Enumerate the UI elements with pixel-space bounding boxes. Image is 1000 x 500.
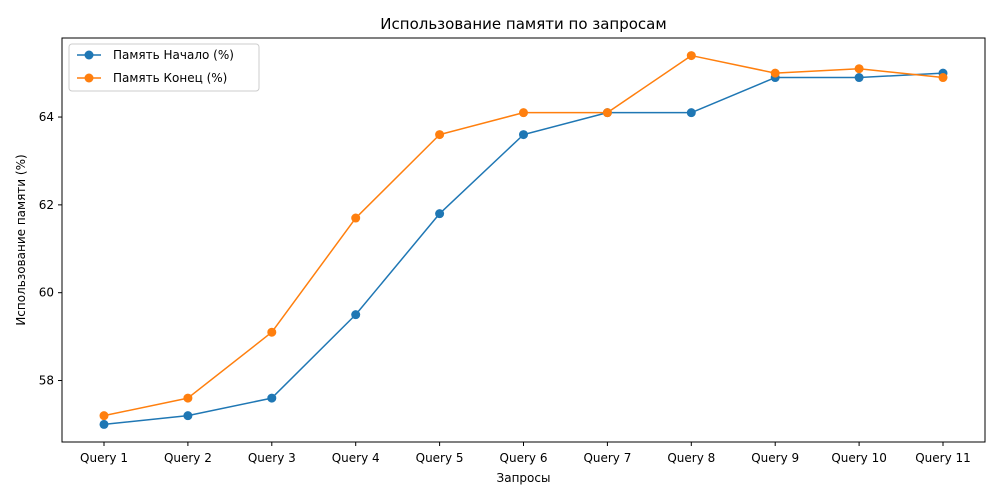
data-point (854, 64, 864, 74)
data-point (686, 51, 696, 61)
x-tick-label: Query 1 (80, 451, 128, 465)
x-tick-label: Query 4 (332, 451, 380, 465)
data-point (602, 108, 612, 118)
x-tick-label: Query 7 (583, 451, 631, 465)
series-layer (99, 51, 948, 429)
x-tick-label: Query 5 (416, 451, 464, 465)
x-axis: Query 1 Query 2 Query 3 Query 4 Query 5 Query… (80, 442, 971, 465)
y-axis-label: Использование памяти (%) (14, 154, 28, 325)
data-point (435, 209, 445, 219)
chart-title: Использование памяти по запросам (380, 15, 666, 33)
data-point (99, 419, 109, 429)
data-point (435, 130, 445, 140)
data-point (770, 68, 780, 78)
data-point (519, 108, 528, 118)
x-tick-label: Query 3 (248, 451, 296, 465)
data-point (267, 327, 277, 337)
x-tick-label: Query 9 (751, 451, 799, 465)
series-1 (99, 51, 948, 421)
x-tick-label: Query 2 (164, 451, 212, 465)
x-tick-label: Query 11 (915, 451, 971, 465)
data-point (183, 393, 193, 403)
y-axis: 58 60 62 64 (39, 110, 62, 388)
data-point (183, 411, 193, 421)
legend-marker-end (84, 73, 94, 83)
x-tick-label: Query 6 (500, 451, 548, 465)
data-point (854, 73, 864, 83)
legend-label-end: Память Конец (%) (113, 71, 227, 85)
data-point (99, 411, 109, 421)
data-point (267, 393, 277, 403)
legend: Память Начало (%) Память Конец (%) (68, 43, 260, 92)
data-point (938, 73, 948, 83)
y-tick-label: 62 (39, 198, 54, 212)
legend-label-start: Память Начало (%) (113, 48, 234, 62)
legend-box (68, 43, 260, 92)
x-tick-label: Query 8 (667, 451, 715, 465)
y-tick-label: 58 (39, 374, 54, 388)
legend-marker-start (84, 50, 94, 60)
y-tick-label: 60 (39, 286, 54, 300)
data-point (351, 213, 361, 223)
y-tick-label: 64 (39, 110, 54, 124)
x-tick-label: Query 10 (831, 451, 887, 465)
data-point (519, 130, 528, 140)
x-axis-label: Запросы (497, 471, 551, 485)
data-point (686, 108, 696, 118)
data-point (351, 310, 361, 320)
